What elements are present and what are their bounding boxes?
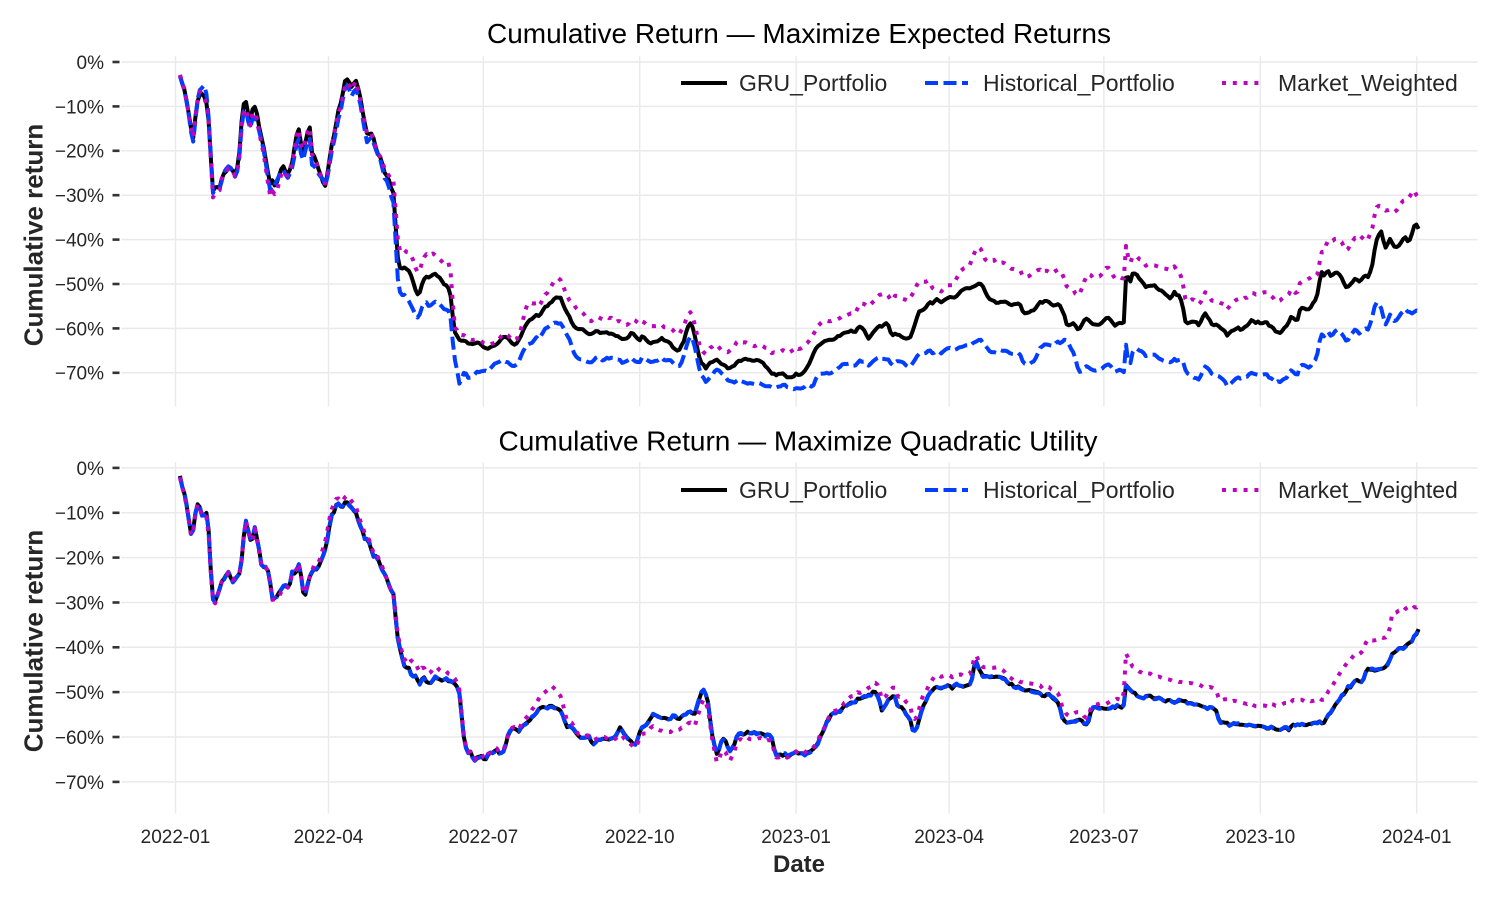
svg-text:Historical_Portfolio: Historical_Portfolio xyxy=(983,477,1175,503)
svg-text:−20%: −20% xyxy=(55,142,104,163)
svg-text:−40%: −40% xyxy=(55,638,104,659)
svg-text:Historical_Portfolio: Historical_Portfolio xyxy=(983,70,1175,96)
svg-text:−10%: −10% xyxy=(55,504,104,525)
svg-text:2022-01: 2022-01 xyxy=(141,827,211,848)
svg-text:−60%: −60% xyxy=(55,728,104,749)
svg-text:−50%: −50% xyxy=(55,275,104,296)
svg-text:Cumulative Return — Maximize E: Cumulative Return — Maximize Expected Re… xyxy=(487,18,1111,49)
svg-text:−40%: −40% xyxy=(55,231,104,252)
svg-text:2023-07: 2023-07 xyxy=(1069,827,1139,848)
svg-text:Market_Weighted: Market_Weighted xyxy=(1278,477,1458,503)
svg-text:2022-04: 2022-04 xyxy=(294,827,364,848)
svg-text:−70%: −70% xyxy=(55,773,104,794)
svg-text:−30%: −30% xyxy=(55,186,104,207)
svg-text:Cumulative Return — Maximize Q: Cumulative Return — Maximize Quadratic U… xyxy=(498,426,1097,457)
svg-text:2023-04: 2023-04 xyxy=(914,827,984,848)
svg-text:GRU_Portfolio: GRU_Portfolio xyxy=(739,70,887,96)
svg-text:2024-01: 2024-01 xyxy=(1382,827,1452,848)
svg-text:0%: 0% xyxy=(77,53,105,74)
svg-text:−30%: −30% xyxy=(55,593,104,614)
svg-text:−20%: −20% xyxy=(55,549,104,570)
svg-text:0%: 0% xyxy=(77,459,105,480)
svg-text:−50%: −50% xyxy=(55,683,104,704)
svg-text:−60%: −60% xyxy=(55,319,104,340)
svg-text:2023-10: 2023-10 xyxy=(1225,827,1295,848)
svg-text:−70%: −70% xyxy=(55,364,104,385)
svg-text:GRU_Portfolio: GRU_Portfolio xyxy=(739,477,887,503)
svg-text:2022-10: 2022-10 xyxy=(605,827,675,848)
svg-text:−10%: −10% xyxy=(55,97,104,118)
svg-text:2023-01: 2023-01 xyxy=(761,827,831,848)
svg-text:2022-07: 2022-07 xyxy=(448,827,518,848)
svg-text:Cumulative return: Cumulative return xyxy=(19,124,49,347)
svg-text:Date: Date xyxy=(773,851,825,878)
svg-text:Cumulative return: Cumulative return xyxy=(19,530,49,753)
svg-text:Market_Weighted: Market_Weighted xyxy=(1278,70,1458,96)
